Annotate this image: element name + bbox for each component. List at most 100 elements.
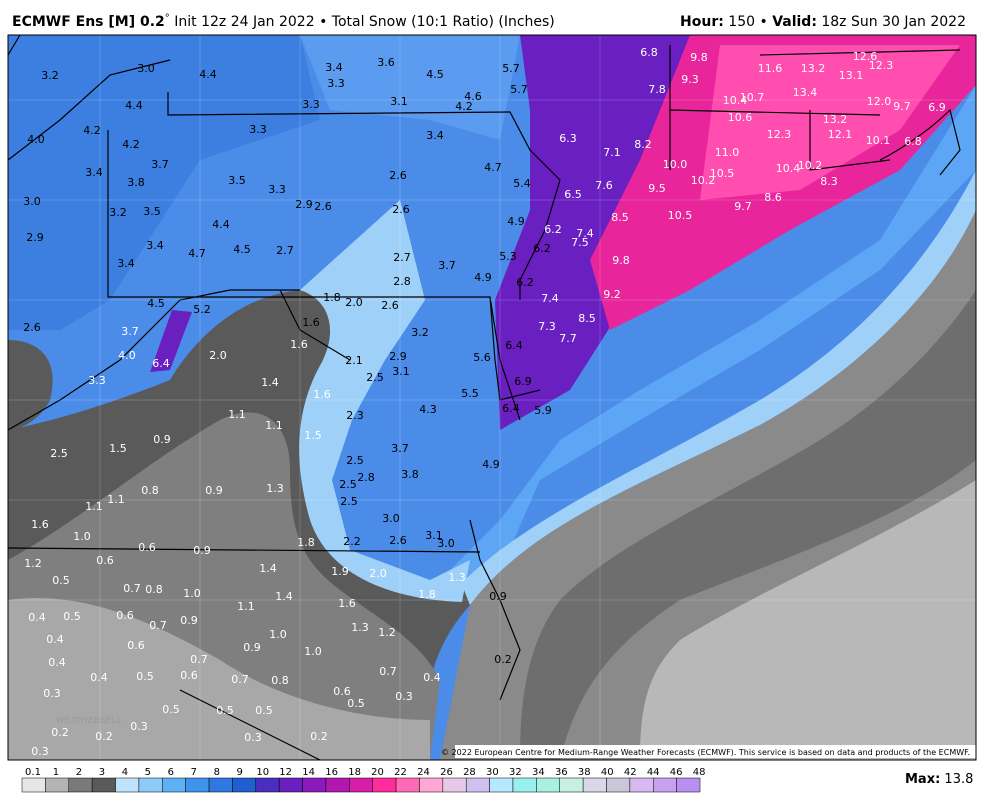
snow-total: 4.4	[212, 218, 230, 231]
snow-total: 2.5	[339, 478, 357, 491]
colorbar-swatch	[676, 777, 701, 793]
snow-total: 2.1	[345, 354, 363, 367]
snow-total: 8.5	[611, 211, 629, 224]
snow-total: 0.7	[379, 665, 397, 678]
snow-total: 2.0	[345, 296, 363, 309]
snow-total: 2.9	[26, 231, 44, 244]
snow-total: 4.0	[27, 133, 45, 146]
snow-total: 3.5	[143, 205, 161, 218]
snow-total: 0.9	[180, 614, 198, 627]
snow-total: 2.7	[276, 244, 294, 257]
colorbar-swatch	[45, 777, 70, 793]
snow-total: 10.4	[776, 162, 801, 175]
colorbar-swatch	[419, 777, 444, 793]
snow-total: 2.6	[392, 203, 410, 216]
snow-total: 9.8	[690, 51, 708, 64]
snow-total: 3.1	[425, 529, 443, 542]
colorbar-swatch	[489, 777, 514, 793]
snow-total: 7.5	[571, 236, 589, 249]
snow-total: 3.1	[390, 95, 408, 108]
map-frame	[7, 34, 977, 761]
colorbar-label: 48	[693, 767, 706, 778]
snow-total: 0.9	[489, 590, 507, 603]
colorbar-label: 44	[647, 767, 660, 778]
colorbar-label: 42	[624, 767, 637, 778]
colorbar-label: 16	[325, 767, 338, 778]
snow-total: 1.2	[24, 557, 42, 570]
snow-total: 6.4	[505, 339, 523, 352]
logo: WEATHERBELL	[56, 716, 123, 725]
valid-label: Valid:	[772, 14, 817, 30]
snow-total: 6.4	[152, 357, 170, 370]
colorbar-swatch	[349, 777, 373, 793]
snow-total: 0.2	[494, 653, 512, 666]
colorbar-label: 8	[214, 767, 220, 778]
snow-total: 1.8	[418, 588, 436, 601]
snow-total: 1.1	[107, 493, 125, 506]
colorbar-label: 18	[348, 767, 361, 778]
snow-total: 1.0	[304, 645, 322, 658]
snow-total: 0.7	[231, 673, 249, 686]
colorbar-swatch	[162, 777, 186, 793]
snow-field	[440, 85, 976, 600]
snow-total: 5.2	[193, 303, 211, 316]
snow-total: 2.9	[295, 198, 313, 211]
snow-total: 13.2	[823, 113, 848, 126]
colorbar-label: 38	[578, 767, 591, 778]
snow-total: 5.6	[473, 351, 491, 364]
snow-total: 1.0	[183, 587, 201, 600]
colorbar-swatch	[606, 777, 631, 793]
model: ECMWF Ens [M] 0.2	[12, 14, 165, 30]
snow-total: 0.7	[149, 619, 167, 632]
snow-total: 9.7	[893, 100, 911, 113]
colorbar-label: 34	[532, 767, 545, 778]
snow-total: 7.6	[595, 179, 613, 192]
snow-total: 3.2	[41, 69, 59, 82]
snow-total: 1.4	[275, 590, 293, 603]
header-right: Hour: 150 • Valid: 18z Sun 30 Jan 2022	[680, 14, 966, 30]
snow-total: 3.7	[121, 325, 139, 338]
colorbar-swatch	[232, 777, 257, 793]
colorbar-swatch	[21, 777, 46, 793]
snow-total: 1.8	[323, 291, 341, 304]
snow-total: 6.9	[514, 375, 532, 388]
snow-total: 3.7	[151, 158, 169, 171]
colorbar-swatch	[68, 777, 93, 793]
snow-total: 0.4	[90, 671, 108, 684]
colorbar-swatch	[302, 777, 327, 793]
colorbar-swatch	[536, 777, 560, 793]
snow-total: 3.0	[137, 62, 155, 75]
snow-total: 2.0	[369, 567, 387, 580]
degree: °	[165, 13, 170, 24]
snow-total: 4.9	[507, 215, 525, 228]
max-label: Max:	[905, 772, 940, 787]
snow-total: 1.4	[259, 562, 277, 575]
snow-total: 3.7	[391, 442, 409, 455]
snow-total: 2.5	[366, 371, 384, 384]
snow-total: 0.6	[180, 669, 198, 682]
colorbar-swatch	[255, 777, 280, 793]
colorbar-swatch	[91, 777, 116, 793]
snow-total: 1.0	[269, 628, 287, 641]
snow-total: 10.0	[663, 158, 688, 171]
snow-total: 3.4	[85, 166, 103, 179]
colorbar-swatch	[278, 777, 303, 793]
snow-total: 11.0	[715, 146, 740, 159]
snow-total: 1.6	[290, 338, 308, 351]
snow-total: 8.2	[634, 138, 652, 151]
snow-total: 12.3	[767, 128, 792, 141]
valid: 18z Sun 30 Jan 2022	[817, 14, 966, 30]
snow-total: 3.6	[377, 56, 395, 69]
snow-total: 0.5	[52, 574, 70, 587]
snow-total: 10.2	[691, 174, 716, 187]
max-value: 13.8	[940, 772, 973, 787]
colorbar-swatch	[442, 777, 467, 793]
snow-total: 1.3	[351, 621, 369, 634]
colorbar-label: 40	[601, 767, 614, 778]
ocean-low	[640, 480, 976, 760]
snow-total: 0.9	[153, 433, 171, 446]
snow-total: 4.3	[419, 403, 437, 416]
colorbar-label: 10	[256, 767, 269, 778]
snow-field	[8, 35, 320, 330]
snow-total: 1.5	[304, 429, 322, 442]
